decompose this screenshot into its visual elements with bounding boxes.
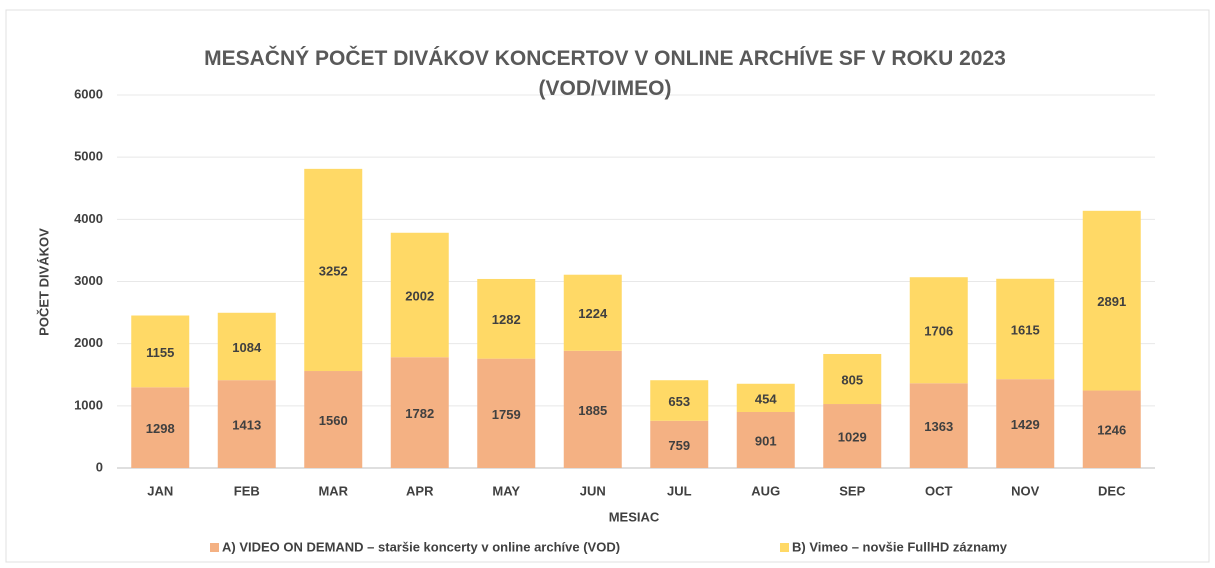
data-label: 1224 — [578, 306, 608, 321]
y-tick-label: 0 — [96, 459, 103, 474]
x-tick-label: AUG — [751, 483, 780, 498]
x-tick-label: OCT — [925, 483, 953, 498]
bar-segment — [217, 380, 276, 468]
data-label: 1560 — [319, 413, 348, 428]
bar-segment — [909, 277, 968, 384]
x-axis-label: MESIAC — [609, 509, 660, 524]
x-tick-label: SEP — [839, 483, 865, 498]
x-tick-label: JUL — [667, 483, 692, 498]
data-label: 759 — [668, 438, 690, 453]
data-label: 1155 — [146, 345, 174, 360]
x-tick-label: FEB — [234, 483, 260, 498]
bar-segment — [217, 312, 276, 381]
bar-segment — [563, 350, 622, 468]
bar-segment — [650, 380, 709, 421]
legend-swatch — [210, 543, 219, 552]
legend-label: B) Vimeo – novšie FullHD záznamy — [792, 539, 1008, 554]
y-tick-label: 2000 — [74, 335, 103, 350]
y-tick-label: 4000 — [74, 211, 103, 226]
bar-segment — [390, 232, 449, 358]
x-tick-label: NOV — [1011, 483, 1040, 498]
bar-segment — [563, 274, 622, 351]
data-label: 1885 — [578, 403, 607, 418]
x-tick-label: APR — [406, 483, 434, 498]
y-tick-label: 5000 — [74, 149, 103, 164]
legend-swatch — [780, 543, 789, 552]
x-tick-label: MAY — [492, 483, 520, 498]
data-label: 2891 — [1097, 294, 1126, 309]
bar-segment — [477, 278, 536, 359]
bar-segment — [996, 379, 1055, 468]
bar-segment — [1082, 210, 1141, 391]
data-label: 653 — [668, 394, 690, 409]
bar-segment — [1082, 390, 1141, 468]
data-label: 3252 — [319, 263, 348, 278]
data-label: 1246 — [1097, 423, 1126, 438]
y-tick-label: 3000 — [74, 273, 103, 288]
data-label: 454 — [755, 391, 777, 406]
bar-segment — [131, 387, 190, 468]
x-tick-label: DEC — [1098, 483, 1126, 498]
data-label: 1413 — [232, 418, 261, 433]
y-tick-label: 1000 — [74, 397, 103, 412]
bar-segment — [304, 371, 363, 468]
data-label: 1029 — [838, 429, 867, 444]
bar-segment — [909, 383, 968, 468]
bar-segment — [736, 411, 795, 468]
data-label: 1782 — [405, 406, 434, 421]
bar-segment — [304, 168, 363, 372]
bar-segment — [390, 357, 449, 468]
y-axis-label: POČET DIVÁKOV — [36, 228, 51, 336]
data-label: 1615 — [1011, 322, 1040, 337]
y-tick-label: 6000 — [74, 86, 103, 101]
data-label: 1759 — [492, 407, 521, 422]
legend-label: A) VIDEO ON DEMAND – staršie koncerty v … — [222, 539, 620, 554]
x-tick-label: JAN — [147, 483, 173, 498]
data-label: 1706 — [924, 324, 953, 339]
data-label: 1282 — [492, 312, 521, 327]
data-label: 1298 — [146, 421, 175, 436]
data-label: 1084 — [232, 340, 262, 355]
chart-title: MESAČNÝ POČET DIVÁKOV KONCERTOV V ONLINE… — [204, 47, 1006, 100]
bar-segment — [131, 315, 190, 388]
bar-segment — [736, 383, 795, 412]
x-tick-label: MAR — [318, 483, 348, 498]
bar-segment — [477, 358, 536, 468]
bar-segment — [996, 278, 1055, 380]
data-label: 1363 — [924, 419, 953, 434]
data-label: 901 — [755, 433, 777, 448]
bar-segment — [650, 420, 709, 468]
data-label: 805 — [841, 372, 863, 387]
bar-segment — [823, 404, 882, 468]
bar-segment — [823, 353, 882, 405]
data-label: 1429 — [1011, 417, 1040, 432]
data-label: 2002 — [405, 288, 434, 303]
x-tick-label: JUN — [580, 483, 606, 498]
